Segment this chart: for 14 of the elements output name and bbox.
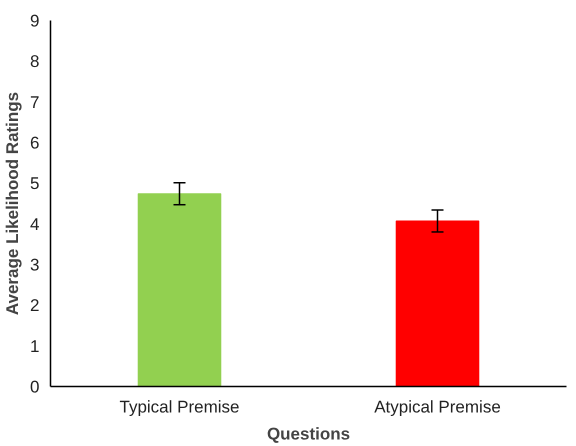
x-axis-title: Questions bbox=[266, 424, 350, 444]
y-tick-label: 1 bbox=[30, 336, 40, 356]
y-tick-label: 7 bbox=[30, 92, 40, 112]
x-tick-label: Typical Premise bbox=[120, 398, 240, 416]
x-tick-label: Atypical Premise bbox=[374, 398, 501, 416]
y-tick-label: 6 bbox=[30, 134, 40, 152]
y-axis-title: Average Likelihood Ratings bbox=[3, 92, 22, 316]
y-tick-label: 4 bbox=[30, 214, 40, 234]
y-tick-label: 9 bbox=[30, 12, 40, 30]
y-tick-label: 3 bbox=[30, 256, 40, 274]
y-tick-label: 2 bbox=[30, 296, 40, 316]
y-tick-label: 0 bbox=[30, 378, 40, 396]
y-tick-label: 5 bbox=[30, 174, 40, 194]
y-tick-label: 8 bbox=[30, 52, 40, 72]
